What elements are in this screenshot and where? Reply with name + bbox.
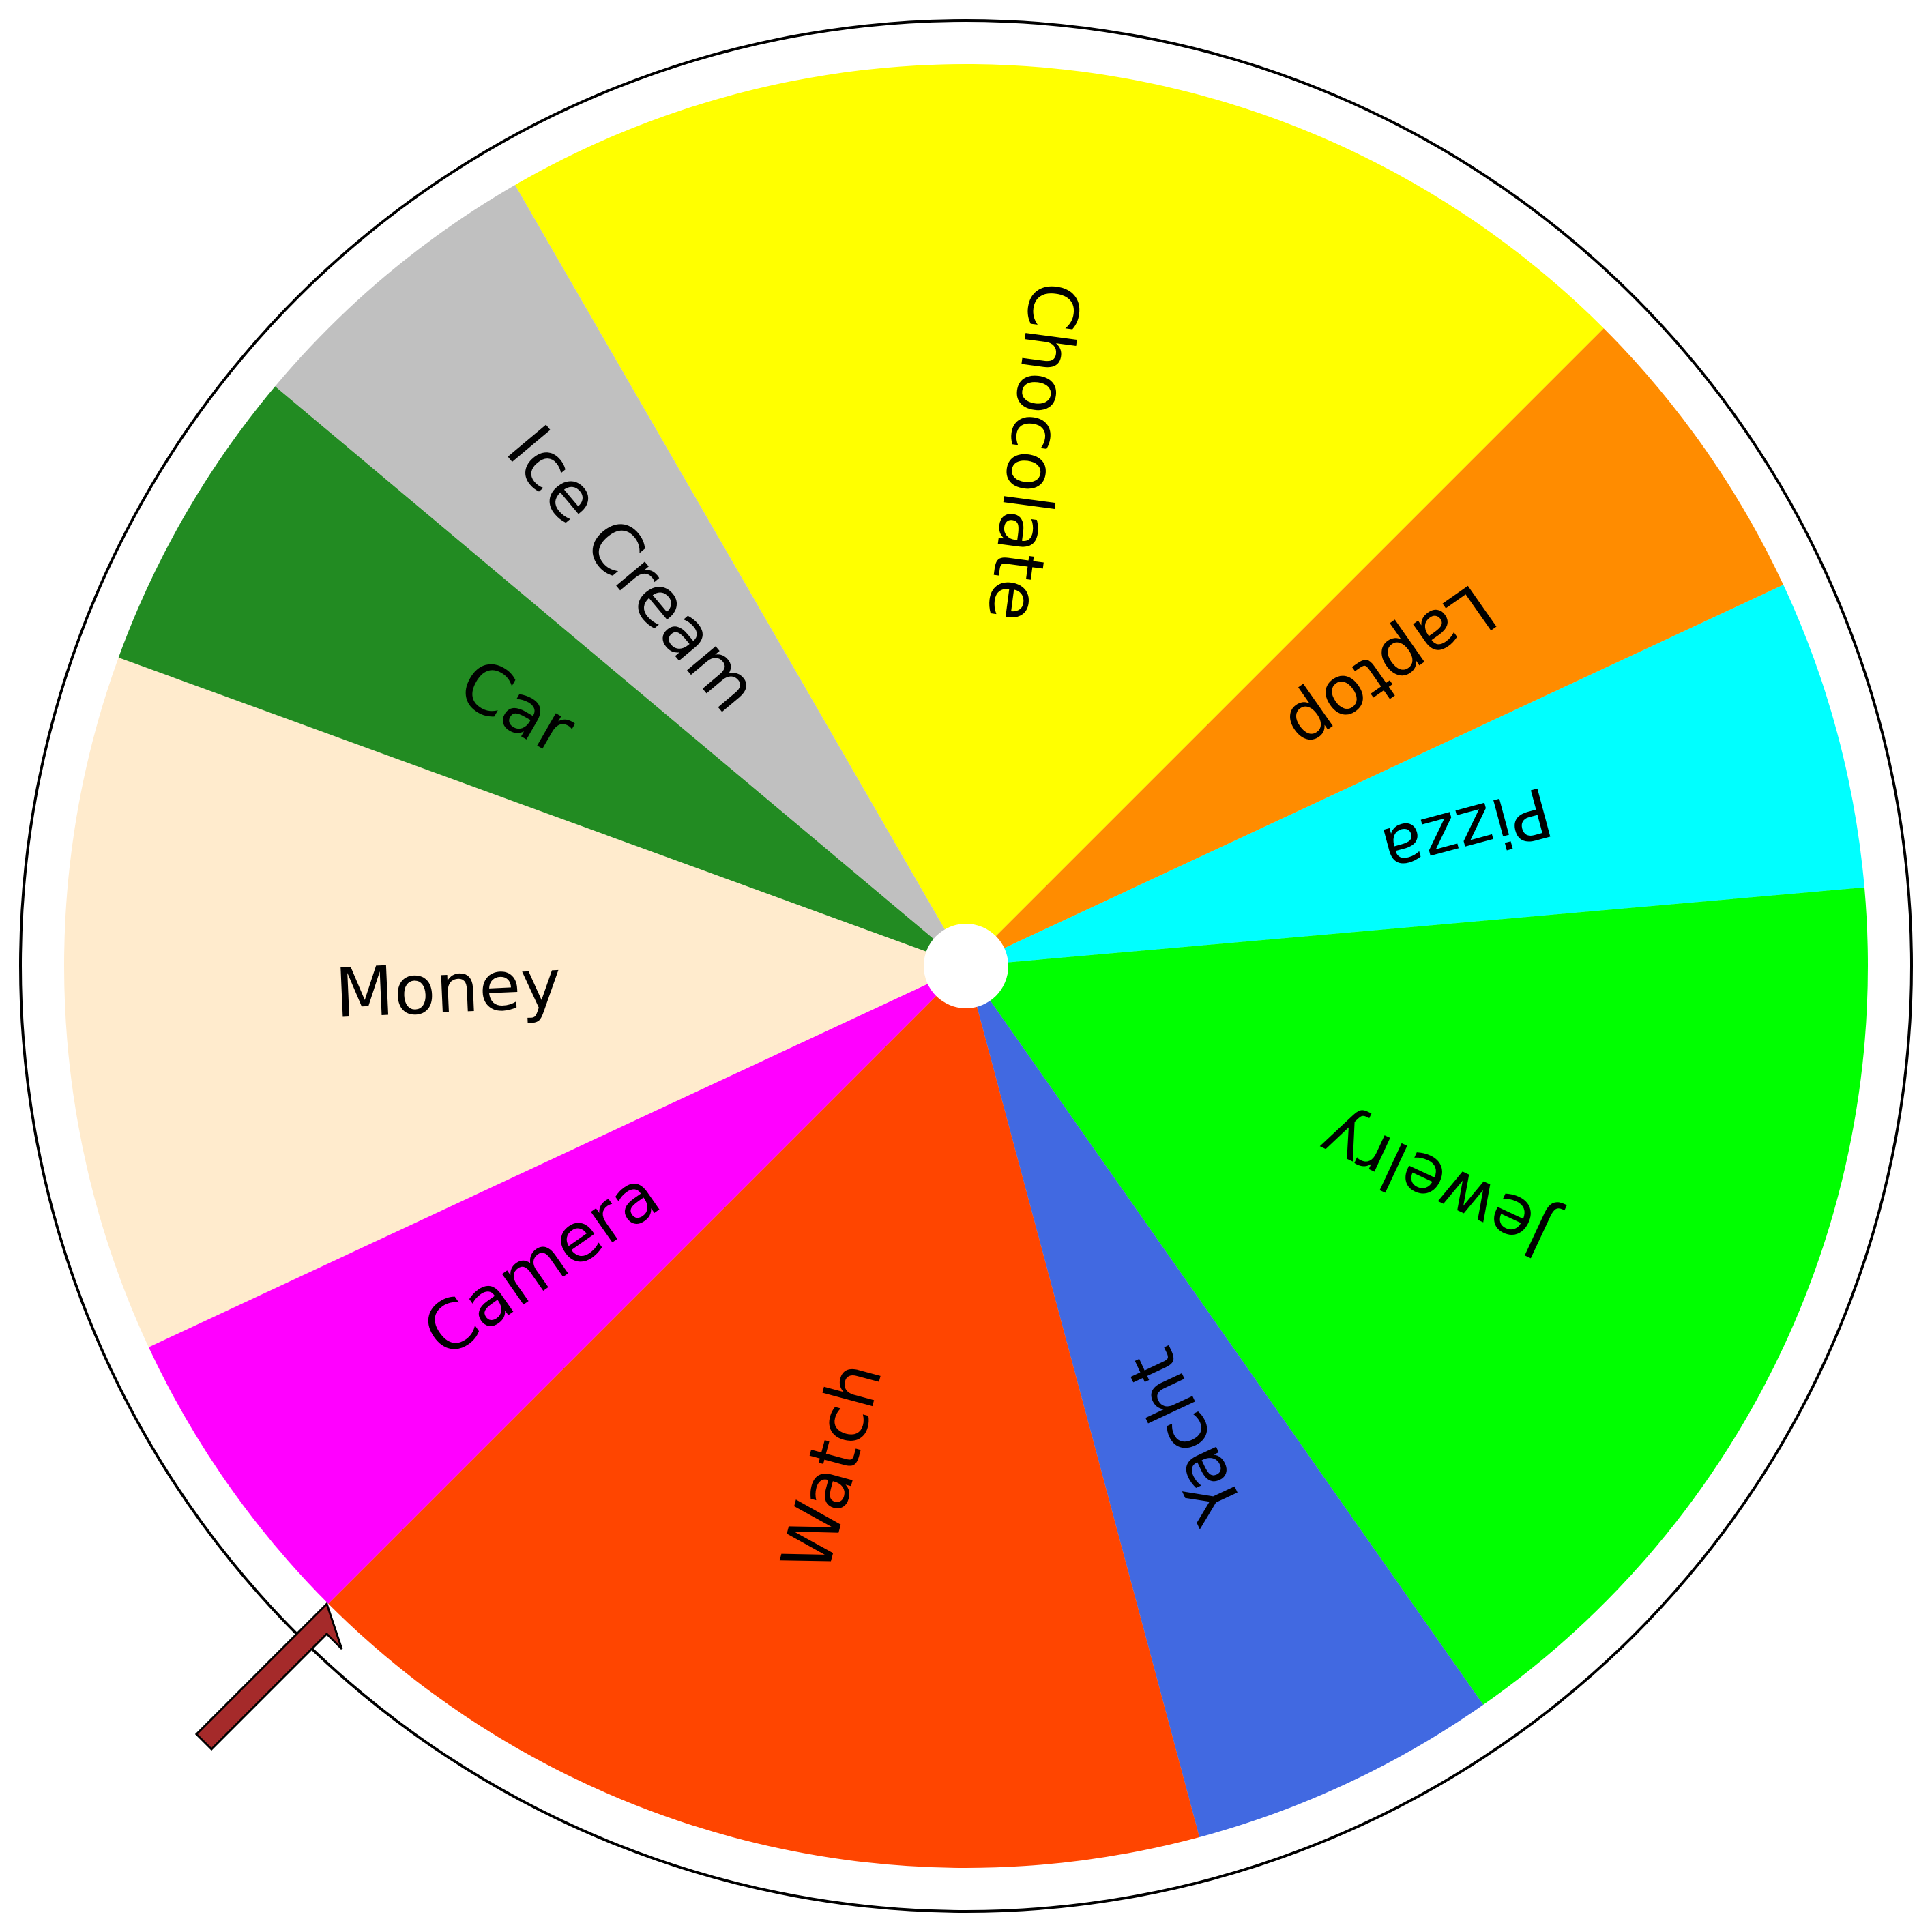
wheel-segment — [966, 966, 1484, 1837]
wheel-segment — [63, 657, 966, 1347]
wheel-segment — [328, 966, 1200, 1868]
wheel-segment — [966, 585, 1864, 966]
wheel-segment — [966, 887, 1868, 1705]
wheel-segment — [966, 328, 1784, 966]
wheel-segment — [148, 966, 967, 1604]
wheel-hub[interactable] — [924, 924, 1008, 1008]
pointer-arrow-icon — [194, 1602, 343, 1751]
segment-label: Money — [334, 943, 563, 1033]
wheel-segment — [275, 185, 966, 967]
wheel-segment — [118, 386, 967, 966]
wheel-segment — [515, 63, 1604, 967]
wheel-segments — [63, 63, 1868, 1868]
